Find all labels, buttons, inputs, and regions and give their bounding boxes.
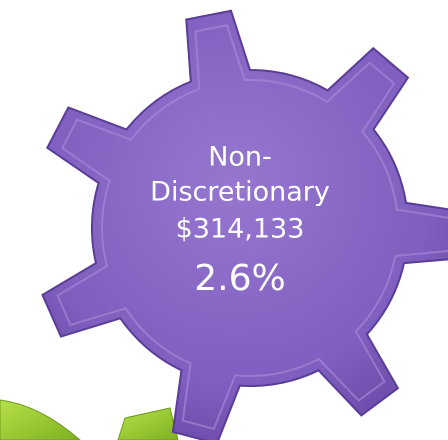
- label-line: Non-: [208, 142, 272, 173]
- label-line: Discretionary: [150, 177, 330, 208]
- gear-bevel: [56, 24, 448, 430]
- green-gear-part: [0, 399, 81, 440]
- amount: $314,133: [176, 214, 305, 245]
- percent: 2.6%: [194, 258, 285, 299]
- green-gear-tooth: [117, 407, 179, 440]
